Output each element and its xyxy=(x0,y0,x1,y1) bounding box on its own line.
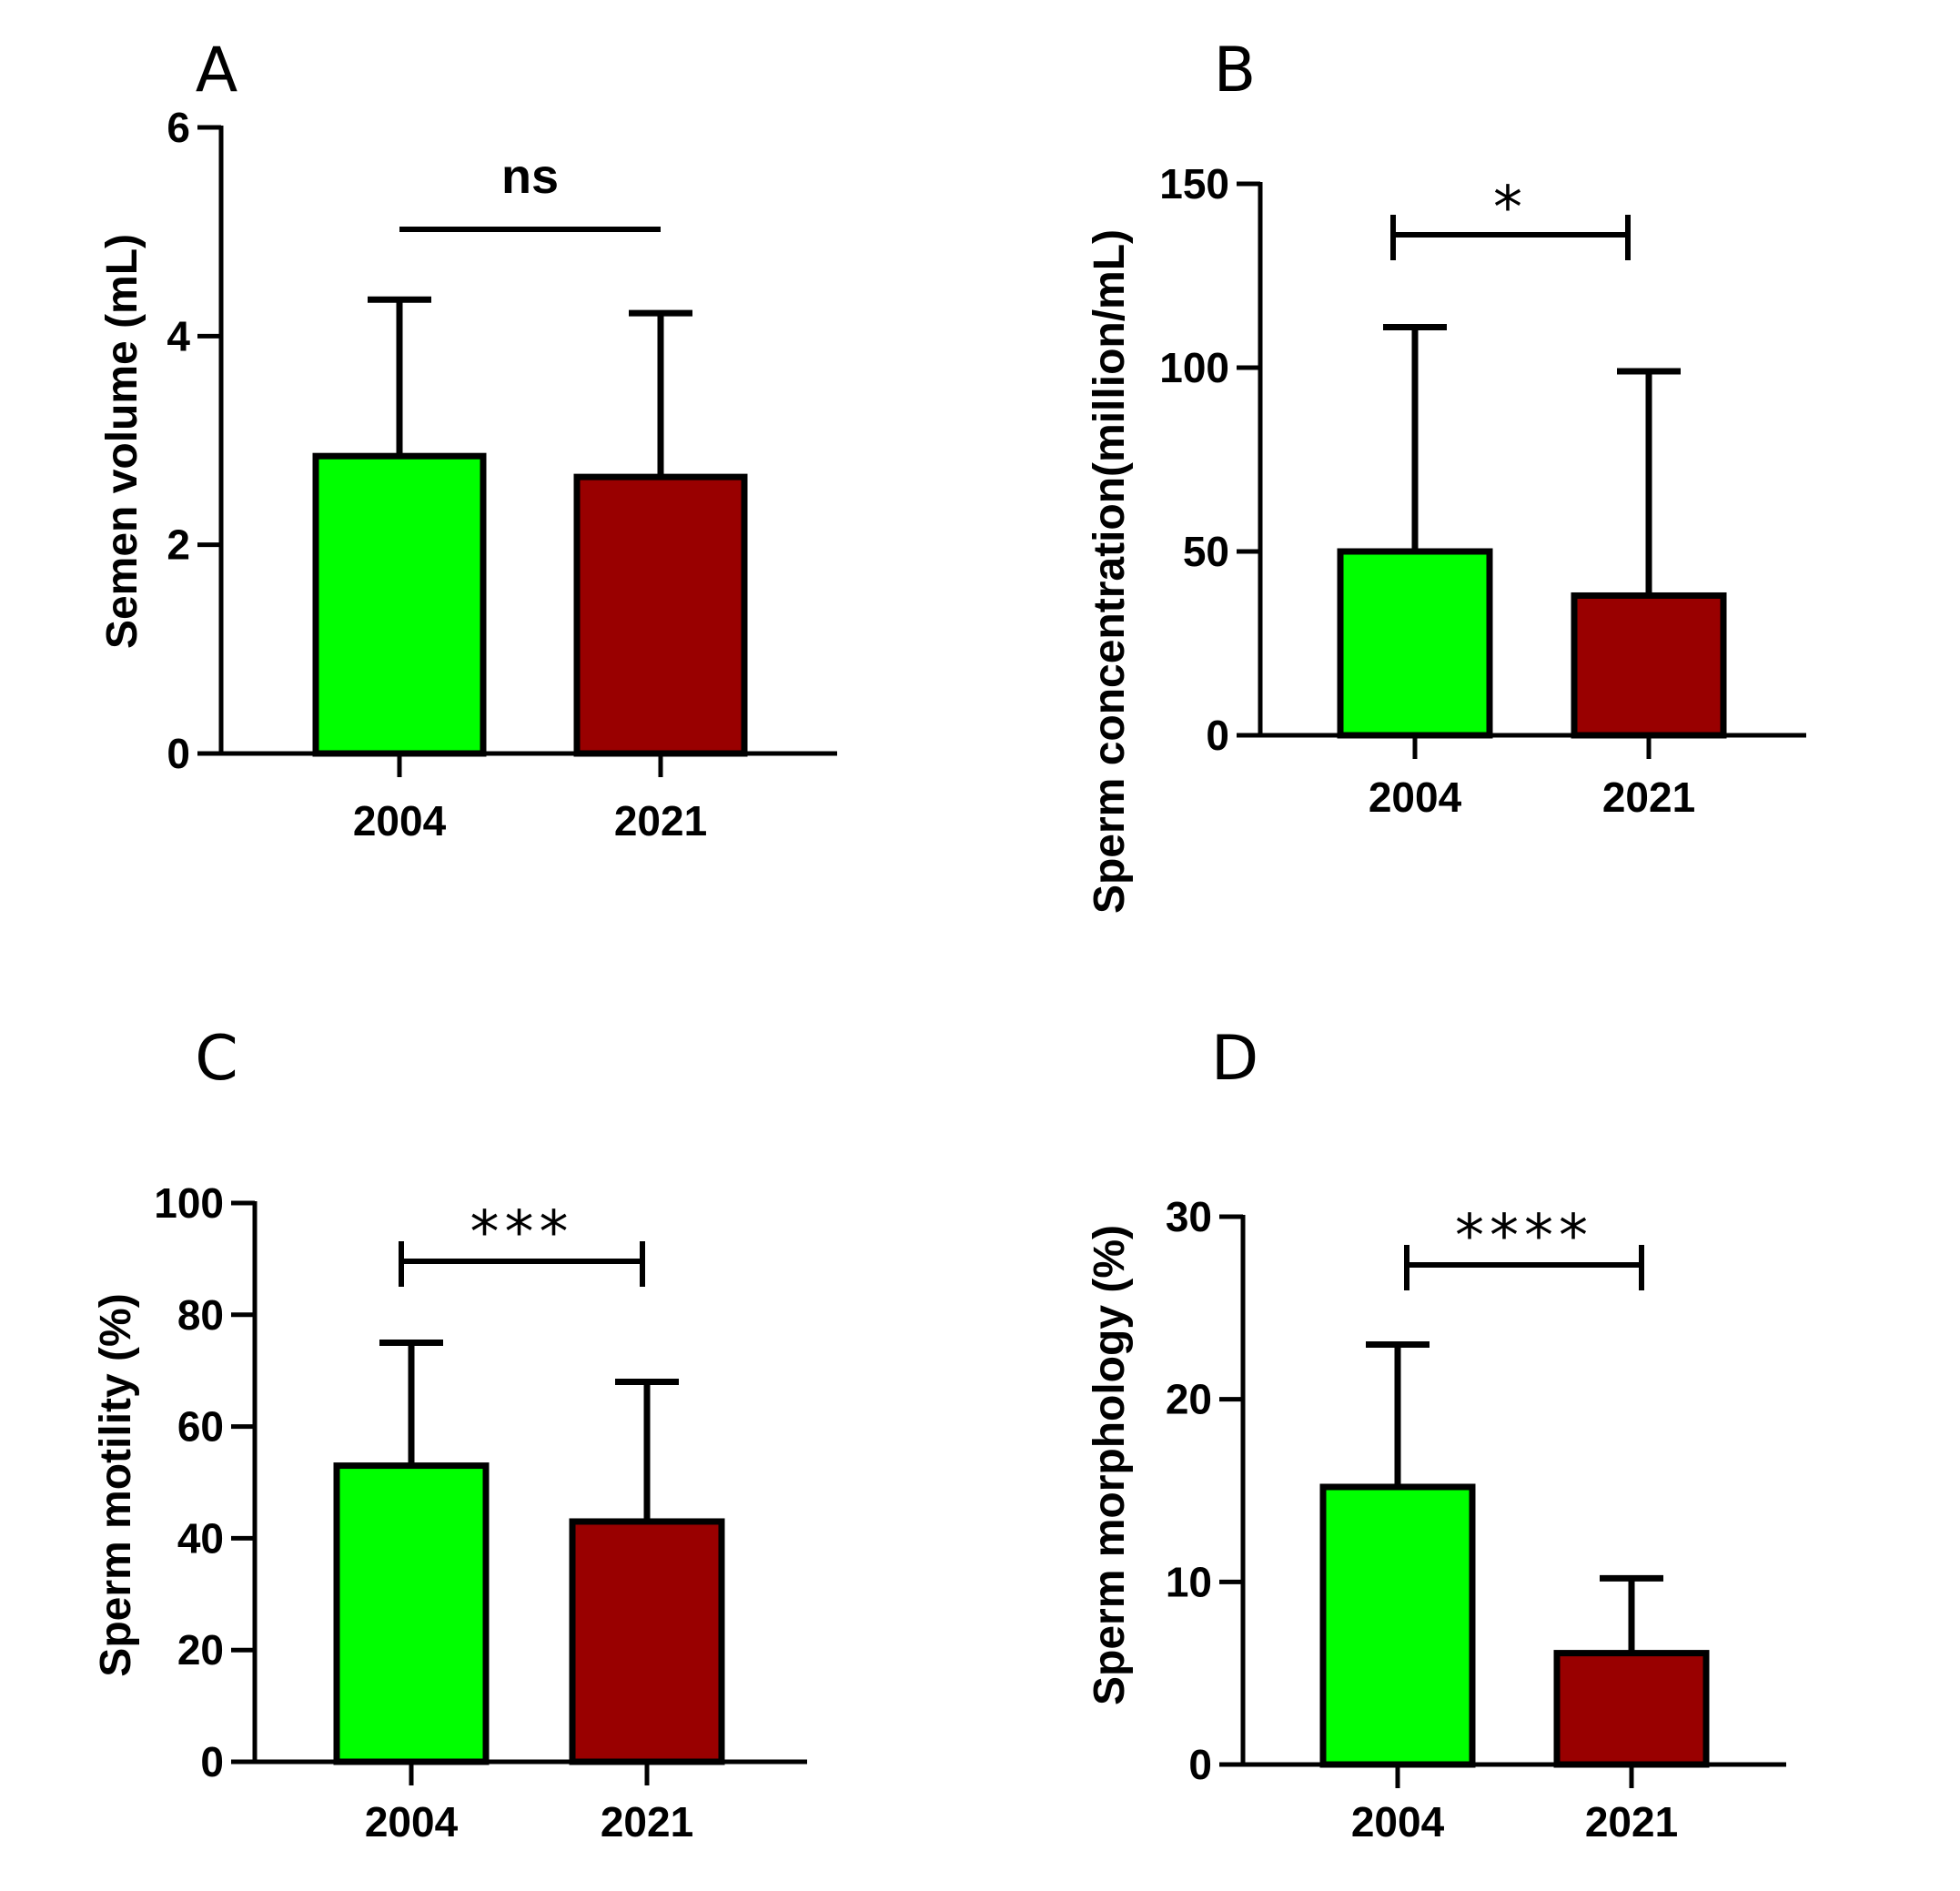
bar-2004 xyxy=(333,1462,490,1765)
y-tick-label: 150 xyxy=(1159,160,1229,207)
bar-2021 xyxy=(569,1518,725,1765)
x-tick-label: 2021 xyxy=(1602,774,1695,821)
y-tick-label: 10 xyxy=(1166,1558,1212,1605)
x-tick-label: 2004 xyxy=(1351,1798,1445,1845)
y-tick-label: 0 xyxy=(200,1738,224,1785)
x-tick-label: 2021 xyxy=(601,1798,693,1845)
y-axis-title: Sperm concentration(million/mL) xyxy=(1086,229,1134,914)
y-tick-label: 6 xyxy=(167,104,190,151)
y-tick-label: 60 xyxy=(177,1403,224,1451)
y-axis-title: Semen volume (mL) xyxy=(98,234,146,649)
y-tick-label: 20 xyxy=(1166,1376,1212,1423)
y-tick-label: 100 xyxy=(154,1179,224,1227)
panel-letter: C xyxy=(195,1023,237,1095)
y-tick-label: 4 xyxy=(167,312,190,359)
panel-b: B Sperm concentration(million/mL) 2004 2021… xyxy=(1086,35,1806,914)
significance-label: **** xyxy=(1455,1203,1593,1270)
bar-2021 xyxy=(1571,592,1727,739)
x-tick-label: 2004 xyxy=(1369,774,1462,821)
significance-label: *** xyxy=(470,1199,574,1267)
y-tick-label: 80 xyxy=(177,1291,224,1339)
y-tick-label: 30 xyxy=(1166,1193,1212,1240)
panel-a: A Semen volume (mL) 2004 2021 0 2 4 6 ns xyxy=(98,35,837,844)
y-tick-label: 40 xyxy=(177,1514,224,1562)
panel-letter: A xyxy=(196,35,238,106)
x-tick-label: 2004 xyxy=(353,797,447,844)
bar-2021 xyxy=(1553,1650,1710,1768)
x-tick-label: 2021 xyxy=(1585,1798,1678,1845)
y-tick-label: 0 xyxy=(167,730,190,777)
panel-letter: D xyxy=(1211,1023,1258,1095)
significance-label: ns xyxy=(501,149,559,204)
bar-2004 xyxy=(1337,548,1493,739)
y-tick-label: 100 xyxy=(1159,344,1229,391)
y-tick-label: 0 xyxy=(1188,1741,1212,1788)
y-axis-title: Sperm motility (%) xyxy=(92,1293,140,1676)
y-tick-label: 50 xyxy=(1183,528,1229,575)
panel-c: C Sperm motility (%) 2004 2021 0 20 40 60 80 100 *… xyxy=(92,1023,807,1845)
bar-2004 xyxy=(1319,1483,1476,1768)
y-tick-label: 20 xyxy=(177,1626,224,1674)
bar-2021 xyxy=(573,473,748,757)
y-tick-label: 2 xyxy=(167,521,190,569)
panel-letter: B xyxy=(1214,35,1257,106)
panel-d: D Sperm morphology (%) 2004 2021 0 10 20 30 **** xyxy=(1086,1023,1786,1845)
bar-2004 xyxy=(312,452,487,757)
significance-label: * xyxy=(1493,175,1528,242)
x-tick-label: 2004 xyxy=(365,1798,459,1845)
x-tick-label: 2021 xyxy=(614,797,707,844)
y-axis-title: Sperm morphology (%) xyxy=(1086,1225,1134,1705)
y-tick-label: 0 xyxy=(1206,712,1229,759)
